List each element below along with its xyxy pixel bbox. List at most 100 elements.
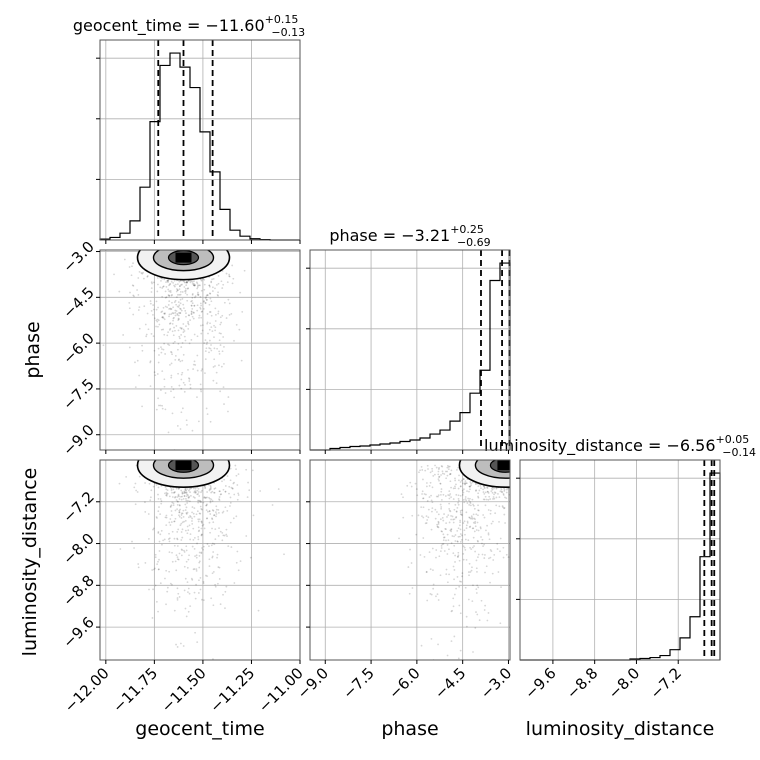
scatter-point — [222, 386, 225, 389]
scatter-point — [206, 313, 209, 315]
scatter-point — [457, 479, 460, 482]
scatter-point — [215, 511, 217, 514]
scatter-point — [447, 464, 449, 467]
scatter-point — [157, 568, 160, 571]
scatter-point — [439, 518, 442, 521]
scatter-point — [515, 470, 517, 472]
scatter-point — [173, 340, 176, 343]
scatter-point — [205, 294, 208, 297]
scatter-point — [205, 509, 208, 512]
scatter-phase-vs-luminosity-distance: −9.0 −7.5 −6.0 −4.5 −3.0 — [294, 459, 542, 703]
scatter-point — [172, 502, 175, 505]
scatter-point — [192, 496, 195, 498]
scatter-point — [171, 530, 174, 533]
panel-frame — [99, 249, 301, 451]
scatter-point — [177, 528, 180, 531]
scatter-point — [540, 476, 542, 478]
scatter-point — [448, 573, 450, 576]
scatter-point — [209, 531, 211, 534]
scatter-point — [210, 326, 213, 328]
scatter-point — [505, 491, 508, 494]
scatter-point — [210, 300, 213, 303]
scatter-point — [511, 479, 513, 481]
scatter-point — [183, 491, 186, 494]
scatter-point — [452, 565, 455, 568]
scatter-point — [472, 584, 474, 587]
scatter-point — [442, 519, 445, 522]
hist-phase — [306, 249, 511, 454]
scatter-point — [202, 545, 205, 548]
scatter-point — [489, 509, 492, 512]
scatter-point — [194, 491, 197, 494]
scatter-point — [194, 295, 197, 298]
scatter-point — [440, 506, 443, 508]
scatter-point — [185, 325, 187, 328]
scatter-point — [457, 487, 460, 490]
scatter-point — [470, 482, 473, 485]
scatter-point — [183, 330, 186, 332]
scatter-point — [511, 466, 513, 468]
scatter-point — [457, 535, 460, 538]
scatter-point — [431, 467, 434, 470]
scatter-point — [176, 289, 179, 292]
scatter-point — [440, 490, 443, 493]
scatter-point — [186, 423, 188, 426]
gridlines — [310, 250, 510, 450]
scatter-point — [477, 586, 480, 589]
scatter-point — [514, 483, 516, 485]
scatter-point — [136, 289, 138, 291]
scatter-point — [465, 615, 468, 618]
scatter-point — [171, 353, 173, 356]
scatter-point — [178, 509, 181, 512]
scatter-point — [483, 543, 486, 546]
scatter-point — [204, 350, 207, 353]
scatter-point — [473, 507, 476, 510]
scatter-point — [488, 557, 490, 560]
scatter-point — [206, 491, 209, 493]
scatter-point — [209, 488, 212, 491]
scatter-point — [468, 485, 471, 488]
scatter-point — [522, 483, 524, 485]
scatter-point — [420, 506, 423, 509]
scatter-point — [484, 571, 486, 574]
scatter-point — [218, 527, 220, 529]
scatter-point — [504, 522, 506, 524]
scatter-point — [538, 467, 540, 469]
scatter-point — [175, 499, 178, 501]
scatter-point — [524, 473, 526, 475]
scatter-point — [212, 277, 215, 280]
scatter-point — [178, 504, 181, 507]
scatter-point — [491, 487, 493, 490]
scatter-point — [141, 344, 143, 347]
scatter-point — [186, 293, 189, 296]
scatter-point — [446, 516, 448, 518]
scatter-point — [206, 496, 208, 499]
scatter-point — [522, 469, 524, 471]
scatter-point — [480, 536, 482, 538]
scatter-point — [232, 277, 235, 280]
scatter-point — [441, 530, 443, 533]
tick-label-x: −4.5 — [431, 664, 469, 702]
scatter-point — [178, 358, 180, 361]
scatter-point — [402, 516, 405, 519]
scatter-point — [184, 577, 187, 580]
scatter-point — [512, 465, 514, 467]
scatter-point — [184, 287, 187, 290]
scatter-point — [454, 477, 456, 480]
scatter-point — [191, 522, 194, 525]
scatter-point — [431, 486, 434, 489]
scatter-point — [432, 475, 435, 477]
scatter-point — [442, 542, 445, 545]
scatter-point — [461, 514, 463, 517]
scatter-point — [180, 378, 183, 381]
scatter-point — [468, 574, 470, 577]
hist-luminosity-distance: −9.6 −8.8 −8.0 −7.2 — [516, 459, 721, 703]
scatter-point — [152, 304, 155, 306]
scatter-point — [187, 280, 190, 282]
ticks — [96, 57, 301, 244]
scatter-point — [168, 532, 170, 535]
scatter-point — [467, 539, 470, 542]
scatter-point — [228, 275, 231, 278]
scatter-point — [483, 516, 486, 519]
ylabel-phase: phase — [22, 321, 44, 378]
